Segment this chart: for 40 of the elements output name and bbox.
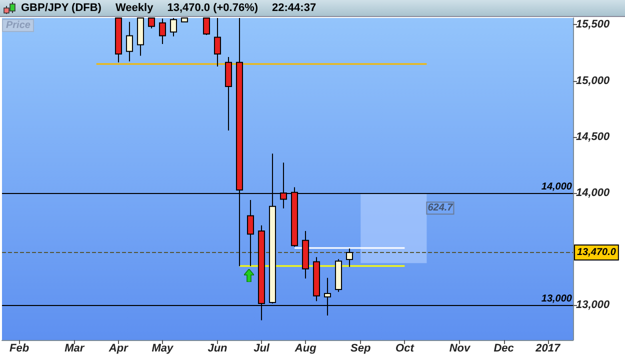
candlestick (203, 18, 210, 36)
candlestick (214, 18, 221, 67)
ref-line-label: 13,470.0 (577, 246, 616, 258)
x-tick-label: Sep (350, 342, 372, 354)
y-tick-label: 14,500 (576, 130, 611, 143)
x-tick-label: Mar (64, 342, 85, 354)
chart-subtitle: Weekly (115, 1, 154, 16)
x-tick-label: Jun (208, 342, 228, 354)
candlestick (137, 18, 144, 56)
text: 13,470.0 (+0.76%) (167, 1, 258, 16)
candlestick (225, 56, 232, 132)
x-tick-label: Feb (10, 342, 30, 354)
candlestick (170, 18, 177, 37)
y-tick-label: 14,000 (576, 187, 611, 200)
x-tick-label: May (152, 342, 174, 354)
chart-title: GBP/JPY (DFB) (21, 1, 102, 16)
ref-line-label: 14,000 (541, 182, 572, 193)
x-tick-label: Aug (294, 342, 317, 354)
y-tick-label: 13,000 (576, 299, 611, 312)
text: 22:44:37 (272, 1, 316, 16)
x-tick-label: Dec (494, 342, 514, 354)
x-tick-label: 2017 (534, 342, 561, 354)
candlestick (181, 18, 188, 22)
candlestick (159, 18, 166, 45)
candlestick (302, 230, 309, 280)
y-tick-label: 15,000 (576, 74, 611, 87)
candlestick (346, 248, 353, 268)
band-label: 624.7 (428, 202, 454, 214)
x-tick-label: Jul (254, 342, 270, 354)
candlestick (313, 256, 320, 302)
x-tick-label: Nov (449, 342, 472, 354)
candlestick (148, 18, 155, 29)
candlestick (247, 199, 254, 267)
y-tick-label: 15,500 (576, 18, 611, 31)
ref-line-label: 13,000 (541, 294, 572, 305)
x-tick-label: Oct (396, 342, 416, 354)
x-tick-label: Apr (108, 342, 129, 354)
candlestick (335, 258, 342, 292)
candlestick (115, 18, 122, 63)
candlestick (126, 21, 133, 62)
